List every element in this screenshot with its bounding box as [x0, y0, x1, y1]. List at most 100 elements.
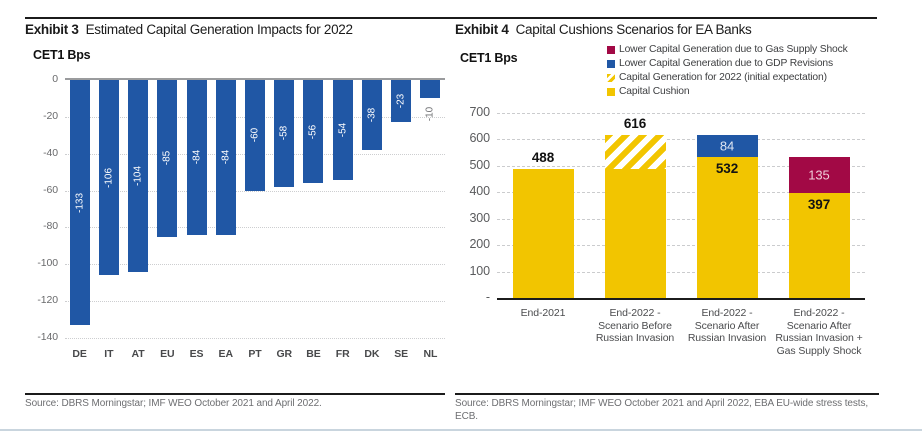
bar — [332, 80, 353, 180]
gridline — [497, 192, 865, 194]
x-axis-label: GR — [276, 348, 292, 360]
exhibit3-title-text: Estimated Capital Generation Impacts for… — [85, 22, 353, 37]
bar — [98, 80, 119, 276]
hatch-swatch-icon — [607, 73, 615, 82]
exhibit3-label: Exhibit 3 — [25, 22, 79, 37]
y-tick-label: 600 — [469, 131, 490, 146]
bar — [245, 80, 265, 191]
x-axis-label: EA — [218, 348, 233, 360]
exhibit4-section: Exhibit 4 Capital Cushions Scenarios for … — [455, 0, 879, 432]
bar-value-label: -85 — [161, 151, 173, 166]
gridline — [497, 218, 865, 220]
bar-value-label: -10 — [424, 107, 436, 122]
bar-total-label: 488 — [531, 150, 555, 166]
legend-item: Lower Capital Generation due to GDP Revi… — [607, 58, 879, 69]
x-axis-label: AT — [131, 348, 145, 360]
gridline — [65, 301, 445, 303]
bottom-border — [0, 429, 922, 431]
gridline — [497, 245, 865, 247]
y-tick-label: -20 — [43, 109, 58, 122]
x-axis-label: EU — [160, 348, 175, 360]
x-axis-label: SE — [394, 348, 409, 360]
bar-value-label: -58 — [278, 126, 290, 141]
y-tick-label: -100 — [37, 257, 58, 270]
exhibit4-source: Source: DBRS Morningstar; IMF WEO Octobe… — [455, 398, 869, 422]
y-tick-label: 0 — [52, 73, 58, 85]
exhibit4-title-text: Capital Cushions Scenarios for EA Banks — [515, 22, 752, 37]
legend-swatch-icon — [607, 87, 615, 96]
exhibit4-label: Exhibit 4 — [455, 22, 509, 37]
legend-item: Capital Cushion — [607, 86, 879, 97]
exhibit4-title: Exhibit 4 Capital Cushions Scenarios for … — [455, 22, 752, 37]
x-axis-label: DK — [364, 348, 380, 360]
bar-segment — [512, 169, 574, 298]
y-tick-label: 700 — [469, 105, 490, 119]
top-divider — [25, 17, 877, 19]
x-axis-label: End-2021 — [520, 307, 566, 319]
bar-value-label: -38 — [366, 107, 378, 123]
bar-segment: 135 — [788, 157, 850, 194]
x-axis-label: IT — [104, 348, 114, 360]
bar-segment: 397 — [788, 193, 850, 298]
bar — [128, 80, 149, 272]
y-tick-label: -80 — [43, 220, 58, 233]
segment-label: 532 — [715, 161, 739, 177]
legend-label: Capital Cushion — [619, 86, 690, 97]
x-axis-label: FR — [335, 348, 350, 360]
bar-segment — [604, 169, 666, 298]
bar-value-label: -106 — [103, 167, 115, 188]
y-tick-label: -140 — [37, 331, 58, 343]
x-axis-label: ES — [189, 348, 204, 360]
legend-label: Capital Generation for 2022 (initial exp… — [619, 72, 827, 83]
bar — [303, 80, 324, 184]
legend-swatch-icon — [607, 45, 615, 54]
exhibit3-y-axis-title: CET1 Bps — [33, 48, 91, 62]
y-tick-label: -120 — [37, 294, 58, 307]
legend-label: Lower Capital Generation due to GDP Revi… — [619, 58, 833, 69]
y-tick-label: - — [485, 290, 490, 304]
gridline — [497, 165, 865, 167]
bar-value-label: -54 — [337, 122, 349, 137]
gridline — [65, 264, 445, 266]
exhibit4-legend: Lower Capital Generation due to Gas Supp… — [607, 44, 879, 100]
y-tick-label: 400 — [469, 184, 490, 199]
exhibit4-y-axis-title: CET1 Bps — [460, 51, 518, 65]
bar — [69, 80, 90, 326]
bar — [157, 80, 178, 237]
gridline — [65, 190, 445, 192]
bar-segment — [604, 135, 666, 170]
y-tick-label: 300 — [469, 210, 490, 225]
exhibit3-source: Source: DBRS Morningstar; IMF WEO Octobe… — [25, 398, 322, 409]
gridline — [65, 227, 445, 229]
exhibit3-title: Exhibit 3 Estimated Capital Generation Im… — [25, 22, 353, 37]
y-tick-label: 100 — [469, 263, 490, 278]
x-axis-label: End-2022 - Scenario Before Russian Invas… — [595, 307, 675, 344]
exhibit4-source-divider — [455, 393, 879, 395]
bar-value-label: -104 — [132, 165, 144, 186]
bar — [215, 80, 236, 235]
exhibit3-plot: 0 -20 -40 -60 -80 -100 -120 -140 -133 DE -106 IT -10… — [37, 73, 445, 360]
exhibit3-source-divider — [25, 393, 445, 395]
gridline — [497, 139, 865, 141]
bar-segment: 532 — [696, 157, 758, 298]
segment-label: 135 — [808, 167, 830, 183]
bar-value-label: -84 — [191, 150, 203, 165]
x-axis-label: PT — [248, 348, 262, 360]
bar — [186, 80, 207, 235]
segment-label: 84 — [719, 138, 735, 154]
x-axis-label: End-2022 - Scenario After Russian Invasi… — [687, 307, 767, 344]
exhibit4-plot: 700 600 500 400 300 200 100 - 488 End-2021 616 End-… — [469, 105, 865, 357]
bar — [361, 80, 382, 151]
bar — [420, 80, 441, 99]
y-tick-label: -40 — [43, 146, 58, 159]
legend-label: Lower Capital Generation due to Gas Supp… — [619, 44, 848, 55]
gridline — [497, 113, 865, 114]
gridline — [497, 271, 865, 273]
legend-item: Capital Generation for 2022 (initial exp… — [607, 72, 879, 83]
segment-label: 397 — [807, 197, 831, 213]
bar-segment: 84 — [696, 135, 758, 158]
exhibit3-section: Exhibit 3 Estimated Capital Generation Im… — [25, 0, 445, 432]
x-axis-label: BE — [306, 348, 321, 360]
x-axis-label: End-2022 - Scenario After Russian Invasi… — [775, 307, 863, 357]
